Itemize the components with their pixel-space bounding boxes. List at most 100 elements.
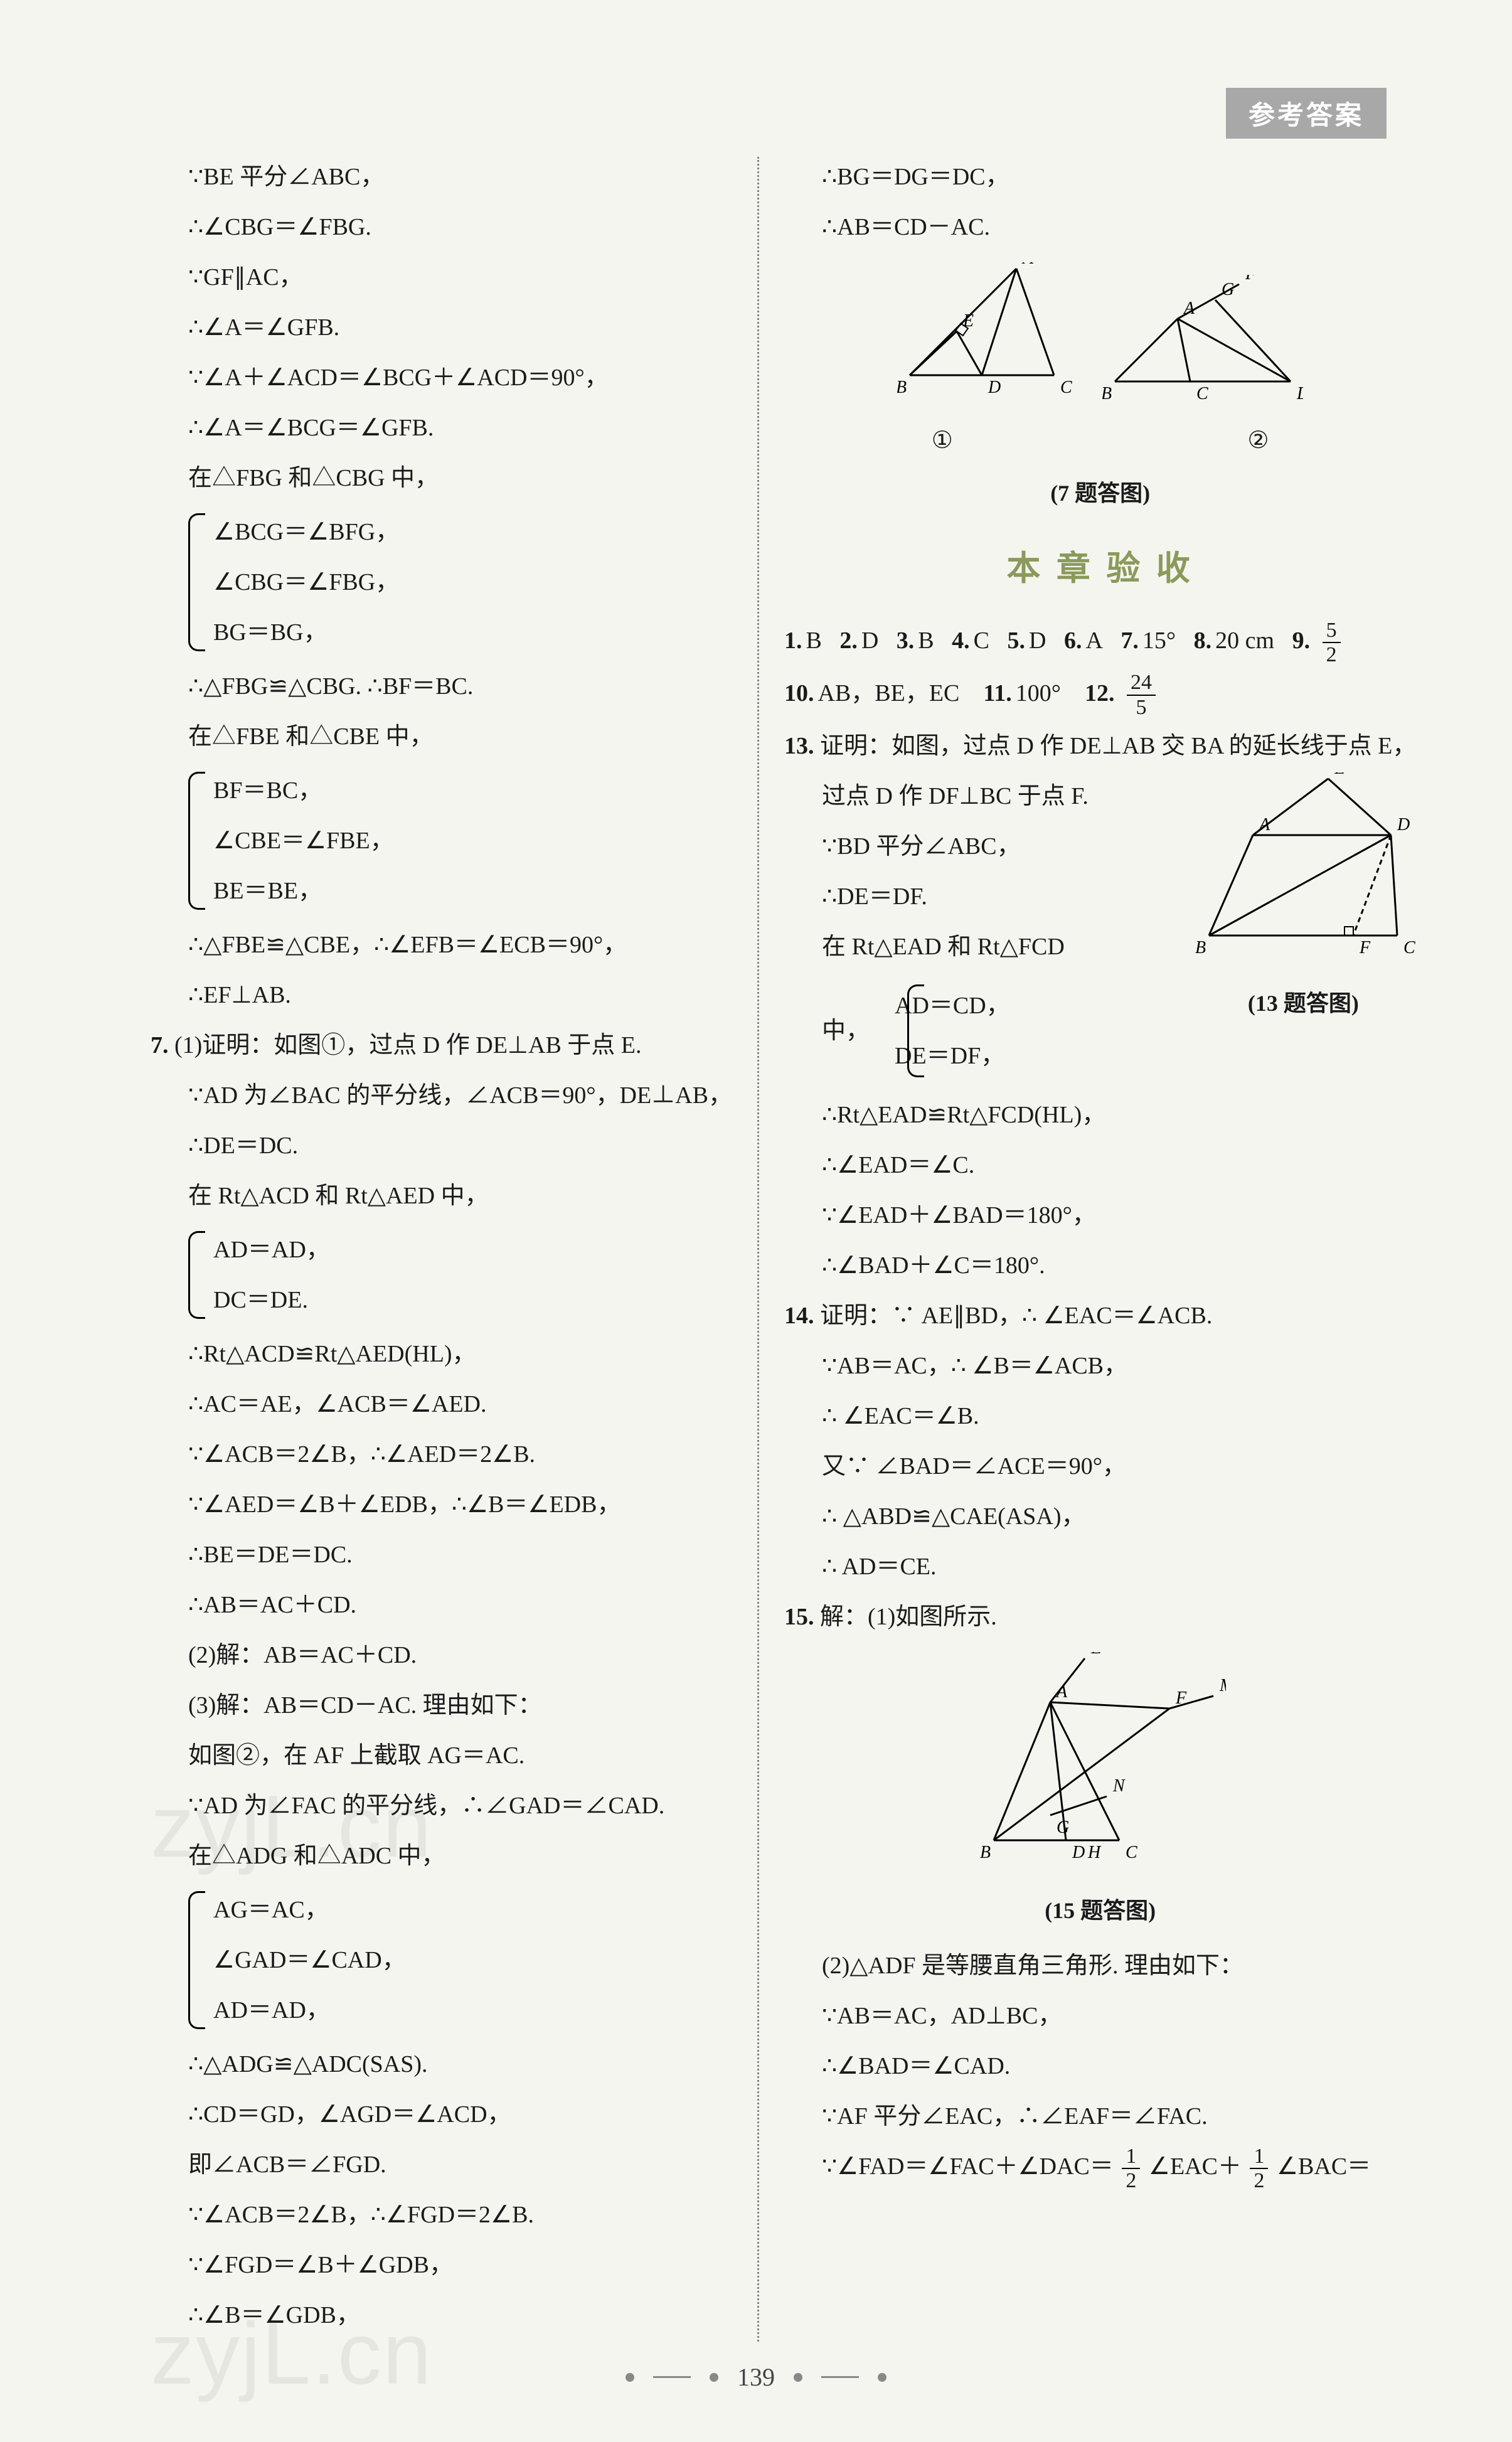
proof-line: ∴AC＝AE，∠ACB＝∠AED. bbox=[151, 1380, 732, 1428]
fraction-num: 1 bbox=[1122, 2145, 1140, 2169]
brace-group: AD＝CD， DE＝DF， bbox=[870, 979, 1010, 1082]
brace-group: BF＝BC， ∠CBE＝∠FBE， BE＝BE， bbox=[151, 767, 732, 915]
q-number: 14. bbox=[784, 1303, 814, 1329]
proof-line: ∵AB＝AC，AD⊥BC， bbox=[784, 1992, 1416, 2040]
brace-line: BF＝BC， bbox=[213, 767, 732, 814]
q7-part1-head: (1)证明：如图①，过点 D 作 DE⊥AB 于点 E. bbox=[174, 1032, 642, 1058]
ans-num: 7. bbox=[1121, 627, 1139, 654]
proof-line: 在△ADG 和△ADC 中， bbox=[151, 1832, 732, 1880]
fraction-num: 1 bbox=[1250, 2145, 1268, 2169]
proof-line: ∵∠AED＝∠B＋∠EDB，∴∠B＝∠EDB， bbox=[151, 1481, 732, 1528]
svg-text:N: N bbox=[1112, 1776, 1126, 1796]
svg-text:E: E bbox=[962, 311, 974, 331]
brace-line: AD＝AD， bbox=[213, 1226, 732, 1274]
brace-line: BG＝BG， bbox=[213, 609, 732, 656]
svg-text:A: A bbox=[1055, 1682, 1068, 1702]
proof-line: ∵∠FGD＝∠B＋∠GDB， bbox=[151, 2241, 732, 2289]
ornament-dash bbox=[653, 2376, 691, 2378]
ans-num: 9. bbox=[1292, 627, 1311, 654]
brace-line: ∠BCG＝∠BFG， bbox=[213, 508, 732, 556]
proof-line: ∵∠A＋∠ACD＝∠BCG＋∠ACD＝90°， bbox=[151, 354, 732, 402]
fraction: 5 2 bbox=[1323, 619, 1341, 667]
svg-text:H: H bbox=[1087, 1843, 1102, 1862]
svg-text:A: A bbox=[1258, 815, 1270, 834]
svg-text:G: G bbox=[1057, 1818, 1069, 1837]
brace-group: AD＝AD， DC＝DE. bbox=[151, 1226, 732, 1324]
svg-text:F: F bbox=[1359, 938, 1371, 957]
q14-lead: 证明：∵ AE∥BD，∴ ∠EAC＝∠ACB. bbox=[820, 1303, 1212, 1329]
column-divider bbox=[757, 157, 759, 2342]
figure-7-caption: (7 题答图) bbox=[784, 471, 1416, 516]
proof-line: ∴AB＝CD－AC. bbox=[784, 203, 1416, 251]
ans-val: A bbox=[1085, 627, 1102, 654]
proof-line: ∵∠EAD＋∠BAD＝180°， bbox=[784, 1192, 1416, 1239]
figure-13: ABCDEF bbox=[1190, 772, 1416, 961]
proof-line: ∴BE＝DE＝DC. bbox=[151, 1531, 732, 1579]
ans-num: 4. bbox=[952, 627, 970, 654]
q15-last-mid: ∠EAC＋ bbox=[1149, 2153, 1242, 2180]
svg-text:B: B bbox=[980, 1843, 991, 1862]
brace-line: ∠GAD＝∠CAD， bbox=[213, 1936, 732, 1984]
proof-line: 在△FBG 和△CBG 中， bbox=[151, 454, 732, 502]
fraction-num: 24 bbox=[1127, 671, 1156, 695]
brace-line: DE＝DF， bbox=[895, 1032, 1010, 1080]
ans-val: 15° bbox=[1142, 627, 1176, 654]
svg-text:A: A bbox=[1183, 299, 1195, 318]
svg-text:E: E bbox=[1334, 772, 1345, 778]
answers-row-1: 1.B 2.D 3.B 4.C 5.D 6.A 7.15° 8.20 cm 9.… bbox=[784, 615, 1416, 668]
ans-num: 5. bbox=[1008, 627, 1026, 654]
ans-num: 11. bbox=[983, 680, 1011, 706]
figure-7-wrap: ABCDE ABCDFG ① ② bbox=[784, 262, 1416, 464]
question-14: 14. 证明：∵ AE∥BD，∴ ∠EAC＝∠ACB. bbox=[784, 1292, 1416, 1340]
proof-line: ∴ AD＝CE. bbox=[784, 1543, 1416, 1591]
q7-part2: (2)解：AB＝AC＋CD. bbox=[151, 1631, 732, 1679]
proof-line: 如图②，在 AF 上截取 AG＝AC. bbox=[151, 1732, 732, 1779]
right-column: ∴BG＝DG＝DC， ∴AB＝CD－AC. ABCDE ABCDFG ① ② (… bbox=[784, 151, 1416, 2342]
brace-line: ∠CBG＝∠FBG， bbox=[213, 558, 732, 606]
proof-line: ∵∠ACB＝2∠B，∴∠FGD＝2∠B. bbox=[151, 2191, 732, 2239]
svg-text:D: D bbox=[1397, 815, 1410, 834]
brace-line: AG＝AC， bbox=[213, 1886, 732, 1934]
figure-7-2: ABCDFG bbox=[1102, 275, 1303, 400]
svg-text:D: D bbox=[1296, 384, 1303, 400]
ornament-dot bbox=[878, 2373, 886, 2382]
ans-num: 3. bbox=[897, 627, 915, 654]
proof-line: ∴CD＝GD，∠AGD＝∠ACD， bbox=[151, 2091, 732, 2138]
proof-line: ∵∠ACB＝2∠B，∴∠AED＝2∠B. bbox=[151, 1431, 732, 1478]
proof-line: ∴△FBG≌△CBG. ∴BF＝BC. bbox=[151, 663, 732, 710]
proof-line: ∴EF⊥AB. bbox=[151, 971, 732, 1019]
ornament-dot bbox=[794, 2373, 802, 2382]
proof-line: 在△FBE 和△CBE 中， bbox=[151, 713, 732, 760]
question-7: 7. (1)证明：如图①，过点 D 作 DE⊥AB 于点 E. bbox=[151, 1021, 732, 1069]
ornament-dot bbox=[626, 2373, 634, 2382]
fraction-den: 2 bbox=[1122, 2169, 1140, 2192]
question-13: 13. 证明：如图，过点 D 作 DE⊥AB 交 BA 的延长线于点 E， bbox=[784, 722, 1416, 770]
svg-text:B: B bbox=[1195, 938, 1206, 957]
ans-val: D bbox=[1029, 627, 1046, 654]
q15-part2-head: (2)△ADF 是等腰直角三角形. 理由如下： bbox=[784, 1942, 1416, 1990]
ans-num: 8. bbox=[1194, 627, 1212, 654]
svg-text:F: F bbox=[1245, 275, 1257, 284]
q15-last-prefix: ∵∠FAD＝∠FAC＋∠DAC＝ bbox=[822, 2153, 1114, 2180]
figure-13-caption: (13 题答图) bbox=[1190, 981, 1416, 1026]
proof-line-frac: ∵∠FAD＝∠FAC＋∠DAC＝ 1 2 ∠EAC＋ 1 2 ∠BAC＝ bbox=[784, 2143, 1416, 2193]
proof-line: ∵AF 平分∠EAC，∴∠EAF＝∠FAC. bbox=[784, 2093, 1416, 2140]
figure-15: ABCDEFMGHN bbox=[975, 1652, 1226, 1865]
proof-line: 在 Rt△ACD 和 Rt△AED 中， bbox=[151, 1172, 732, 1220]
fraction-den: 2 bbox=[1323, 643, 1341, 666]
proof-line: ∵AB＝AC，∴ ∠B＝∠ACB， bbox=[784, 1342, 1416, 1390]
q-number: 7. bbox=[151, 1032, 169, 1058]
figure-15-caption: (15 题答图) bbox=[784, 1888, 1416, 1933]
q13-lead: 证明：如图，过点 D 作 DE⊥AB 交 BA 的延长线于点 E， bbox=[820, 733, 1416, 759]
svg-text:C: C bbox=[1060, 378, 1072, 397]
figure-7-1: ABCDE bbox=[897, 262, 1073, 400]
brace-line: DC＝DE. bbox=[213, 1276, 732, 1324]
svg-text:B: B bbox=[897, 378, 907, 397]
proof-line: ∴∠A＝∠GFB. bbox=[151, 304, 732, 351]
proof-line: ∴△FBE≌△CBE，∴∠EFB＝∠ECB＝90°， bbox=[151, 921, 732, 969]
q15-last-suffix: ∠BAC＝ bbox=[1277, 2153, 1371, 2180]
brace-lead: 中， bbox=[784, 1007, 870, 1055]
proof-line: ∴∠BAD＝∠CAD. bbox=[784, 2042, 1416, 2090]
svg-text:M: M bbox=[1219, 1676, 1226, 1695]
page-number-ornament: 139 bbox=[626, 2362, 886, 2392]
